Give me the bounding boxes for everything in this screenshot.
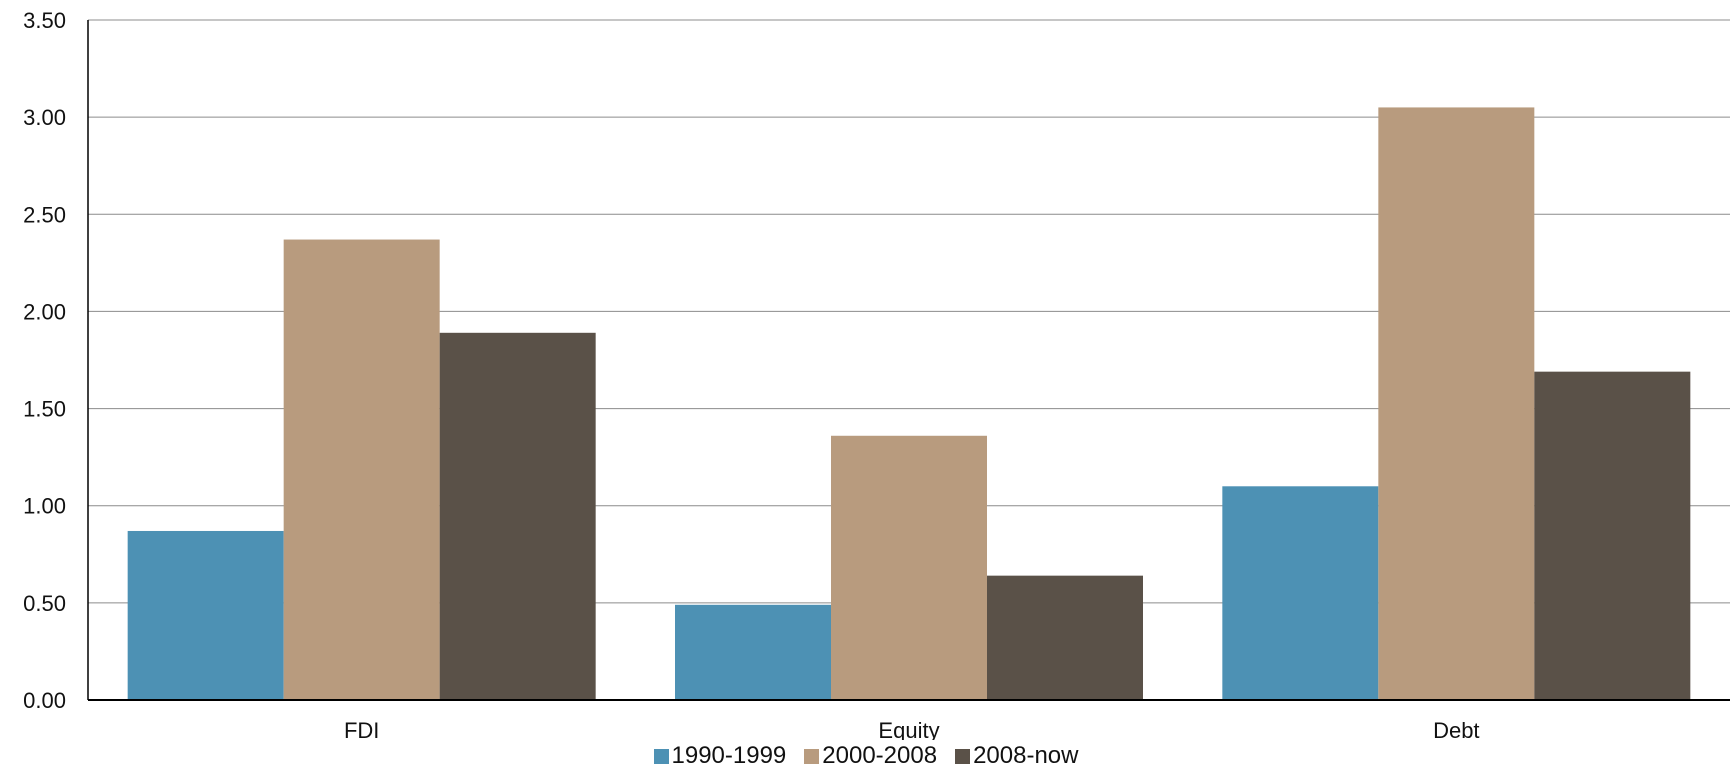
y-tick-label: 1.50 [23,397,66,422]
legend-label-series-3: 2008-now [973,742,1079,769]
bar-chart: 0.00 0.50 1.00 1.50 2.00 2.50 3.00 3.50 FDI Equi… [23,8,1730,740]
legend-swatch-series-3 [955,748,971,764]
legend: 1990-1999 2000-2008 2008-now [0,742,1732,770]
x-category-label: Equity [878,718,939,740]
y-tick-label: 3.00 [23,105,66,130]
bar-fdi-series-3 [439,332,596,700]
bar-equity-series-2 [831,435,987,700]
legend-item-series-3: 2008-now [955,742,1078,770]
y-axis-tick-labels: 0.00 0.50 1.00 1.50 2.00 2.50 3.00 3.50 [23,8,66,713]
y-tick-label: 0.00 [23,688,66,713]
y-tick-label: 0.50 [23,591,66,616]
legend-swatch-series-2 [804,748,820,764]
y-tick-label: 2.00 [23,299,66,324]
bar-equity-series-3 [987,575,1143,700]
bar-equity-series-1 [675,604,831,700]
bar-debt-series-2 [1378,107,1535,700]
legend-swatch-series-1 [653,748,669,764]
x-category-label: Debt [1433,718,1479,740]
legend-item-series-2: 2000-2008 [804,742,937,770]
y-tick-label: 2.50 [23,202,66,227]
legend-item-series-1: 1990-1999 [653,742,787,770]
y-tick-label: 3.50 [23,8,66,33]
bars [127,107,1691,701]
x-axis-category-labels: FDI Equity Debt [344,718,1480,740]
bar-fdi-series-2 [283,239,440,701]
legend-label-series-2: 2000-2008 [822,742,938,769]
legend-label-series-1: 1990-1999 [671,742,787,769]
y-tick-label: 1.00 [23,494,66,519]
x-category-label: FDI [344,718,379,740]
bar-debt-series-1 [1222,486,1379,700]
bar-fdi-series-1 [127,530,284,700]
bar-debt-series-3 [1534,371,1691,700]
